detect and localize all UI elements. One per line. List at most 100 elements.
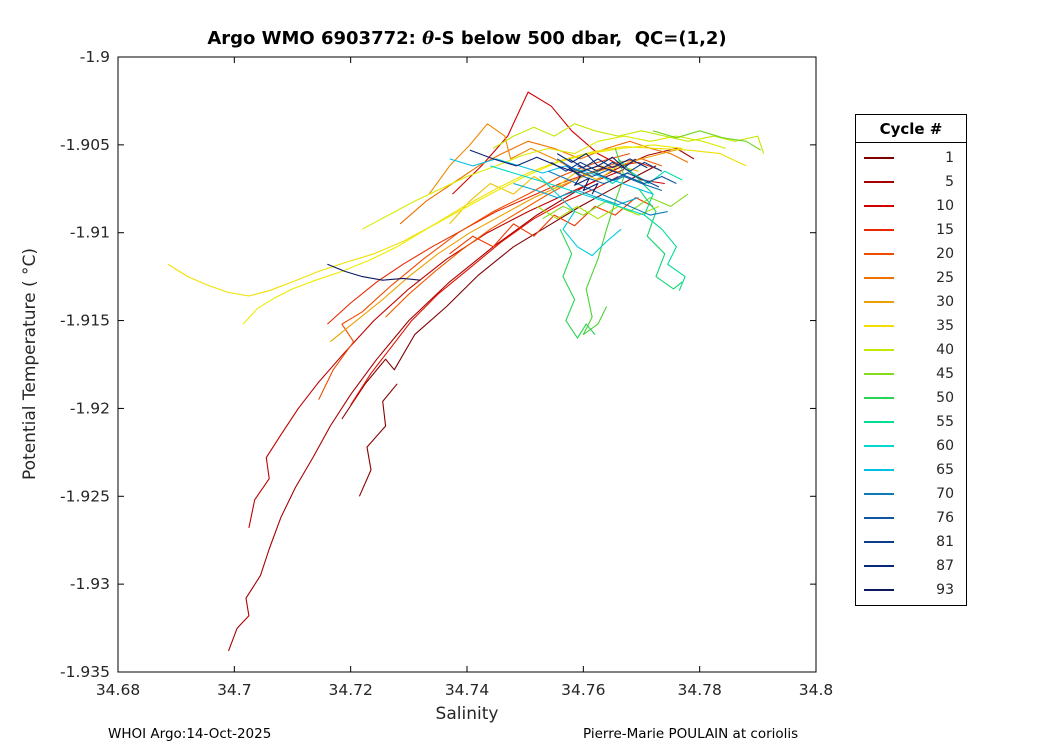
series-line-cycle-76 <box>556 158 677 185</box>
series-line-cycle-90 <box>469 149 619 174</box>
legend-entry-cycle-10: 10 <box>856 194 966 218</box>
x-tick-label: 34.8 <box>799 681 834 699</box>
legend-entry-label: 50 <box>936 390 954 406</box>
series-line-cycle-30 <box>329 147 683 343</box>
legend-line-sample <box>864 589 894 591</box>
legend-entry-label: 45 <box>936 366 954 382</box>
legend-line-sample <box>864 445 894 447</box>
series-line-cycle-84 <box>568 158 648 169</box>
legend-entry-cycle-25: 25 <box>856 266 966 290</box>
legend-entry-cycle-65: 65 <box>856 458 966 482</box>
legend-entry-label: 70 <box>936 486 954 502</box>
legend-entry-label: 40 <box>936 342 954 358</box>
y-tick-label: -1.93 <box>70 575 110 593</box>
series-line-cycle-35 <box>167 146 747 297</box>
legend-entry-cycle-40: 40 <box>856 338 966 362</box>
legend-entry-label: 1 <box>945 150 954 166</box>
legend-entry-cycle-55: 55 <box>856 410 966 434</box>
legend-entry-cycle-81: 81 <box>856 530 966 554</box>
legend-line-sample <box>864 397 894 399</box>
legend-entry-cycle-87: 87 <box>856 554 966 578</box>
legend-entry-label: 81 <box>936 534 954 550</box>
x-tick-label: 34.74 <box>445 681 489 699</box>
legend-line-sample <box>864 517 894 519</box>
legend-entry-cycle-20: 20 <box>856 242 966 266</box>
legend-entry-label: 55 <box>936 414 954 430</box>
legend-line-sample <box>864 253 894 255</box>
legend-line-sample <box>864 157 894 159</box>
legend-line-sample <box>864 301 894 303</box>
legend-entry-label: 87 <box>936 558 954 574</box>
y-tick-label: -1.935 <box>60 663 110 681</box>
x-tick-label: 34.78 <box>677 681 721 699</box>
y-tick-label: -1.915 <box>60 312 110 330</box>
series-line-cycle-68 <box>513 182 639 206</box>
legend-line-sample <box>864 349 894 351</box>
series-line-cycle-53 <box>638 188 683 290</box>
legend-entry-label: 60 <box>936 438 954 454</box>
x-tick-label: 34.7 <box>217 681 252 699</box>
series-line-cycle-50 <box>559 228 596 339</box>
series-line-cycle-46 <box>652 130 761 151</box>
legend-line-sample <box>864 325 894 327</box>
legend-line-sample <box>864 373 894 375</box>
y-tick-label: -1.9 <box>80 48 110 66</box>
legend-line-sample <box>864 277 894 279</box>
x-tick-label: 34.76 <box>561 681 605 699</box>
legend-line-sample <box>864 493 894 495</box>
series-line-cycle-10 <box>452 91 665 195</box>
series-line-cycle-1 <box>341 165 657 420</box>
series-line-cycle-93 <box>327 263 421 281</box>
series-line-cycle-79 <box>577 165 660 188</box>
legend-title: Cycle # <box>856 115 966 143</box>
chart-title: Argo WMO 6903772: θ-S below 500 dbar, QC… <box>118 28 816 49</box>
legend-entry-label: 35 <box>936 318 954 334</box>
legend-line-sample <box>864 229 894 231</box>
series-line-cycle-18 <box>449 197 654 255</box>
legend-line-sample <box>864 205 894 207</box>
plot-border <box>117 56 817 673</box>
series-line-cycle-60 <box>490 165 645 216</box>
legend-entry-cycle-45: 45 <box>856 362 966 386</box>
legend-entry-label: 76 <box>936 510 954 526</box>
legend-entry-cycle-70: 70 <box>856 482 966 506</box>
x-tick-label: 34.68 <box>96 681 140 699</box>
theta-symbol: θ <box>422 28 435 49</box>
footer-credit-left: WHOI Argo:14-Oct-2025 <box>108 726 272 742</box>
legend-entry-label: 5 <box>945 174 954 190</box>
series-line-cycle-38 <box>362 135 726 230</box>
legend-entry-cycle-50: 50 <box>856 386 966 410</box>
legend-line-sample <box>864 181 894 183</box>
legend-entry-label: 15 <box>936 222 954 238</box>
legend-entry-label: 93 <box>936 582 954 598</box>
series-line-cycle-22 <box>385 158 663 318</box>
series-line-cycle-70 <box>548 170 668 216</box>
legend-entry-label: 10 <box>936 198 954 214</box>
chart-title-suffix: -S below 500 dbar, QC=(1,2) <box>434 28 727 49</box>
legend-entry-cycle-35: 35 <box>856 314 966 338</box>
series-line-cycle-92 <box>568 167 599 195</box>
legend-entry-cycle-1: 1 <box>856 146 966 170</box>
legend-entry-cycle-60: 60 <box>856 434 966 458</box>
chart-title-prefix: Argo WMO 6903772: <box>207 28 423 49</box>
series-line-cycle-43 <box>536 205 660 220</box>
legend-entry-cycle-5: 5 <box>856 170 966 194</box>
legend-entry-cycle-15: 15 <box>856 218 966 242</box>
y-tick-label: -1.91 <box>70 224 110 242</box>
footer-credit-right: Pierre-Marie POULAIN at coriolis <box>583 726 799 742</box>
legend-entry-label: 25 <box>936 270 954 286</box>
series-line-cycle-36 <box>242 144 683 325</box>
legend-line-sample <box>864 469 894 471</box>
legend-line-sample <box>864 565 894 567</box>
legend-entry-label: 65 <box>936 462 954 478</box>
legend-line-sample <box>864 421 894 423</box>
y-axis-label: Potential Temperature ( °C) <box>20 247 40 481</box>
x-axis-label: Salinity <box>435 704 499 724</box>
legend-entry-cycle-30: 30 <box>856 290 966 314</box>
legend-entry-cycle-93: 93 <box>856 578 966 602</box>
legend-entry-cycle-76: 76 <box>856 506 966 530</box>
series-line-cycle-8 <box>248 168 625 529</box>
series-line-cycle-12 <box>350 176 619 406</box>
